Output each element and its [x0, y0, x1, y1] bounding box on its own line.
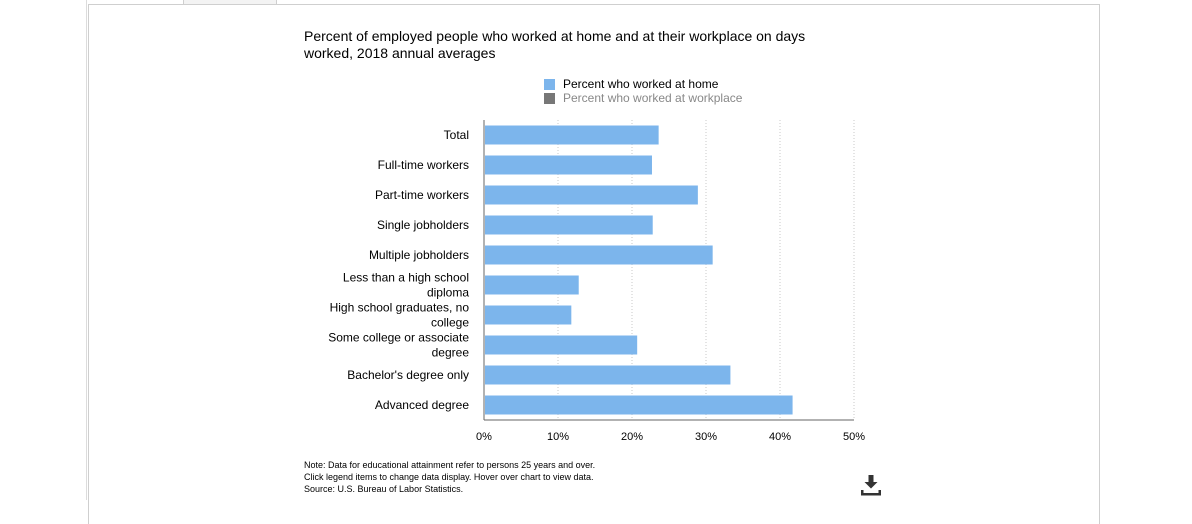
category-label: High school graduates, no college — [330, 301, 470, 330]
legend: Percent who worked at home Percent who w… — [544, 77, 742, 105]
bar[interactable] — [485, 125, 659, 145]
category-label: Single jobholders — [377, 218, 469, 232]
bar[interactable] — [485, 395, 793, 415]
category-label: Full-time workers — [378, 158, 469, 172]
tab-stub[interactable] — [183, 0, 277, 5]
bar-chart[interactable]: 0% 10% 20% 30% 40% 50% Total Full-time workers P… — [0, 0, 1192, 500]
category-label: Multiple jobholders — [369, 248, 469, 262]
category-label: Less than a high school diploma — [343, 271, 469, 300]
outer-border — [86, 0, 87, 500]
download-icon — [861, 475, 881, 496]
x-tick-label: 20% — [621, 431, 643, 443]
note-line: Click legend items to change data displa… — [304, 472, 594, 482]
bar[interactable] — [485, 215, 653, 235]
note-line: Source: U.S. Bureau of Labor Statistics. — [304, 484, 464, 494]
category-label: Some college or associate degree — [328, 331, 469, 360]
x-tick-label: 30% — [695, 431, 717, 443]
bar[interactable] — [485, 155, 652, 175]
x-tick-label: 50% — [843, 431, 865, 443]
legend-swatch-workplace — [544, 92, 555, 104]
bar[interactable] — [485, 335, 638, 355]
download-button[interactable] — [858, 472, 884, 496]
bar[interactable] — [485, 275, 579, 295]
x-tick-label: 0% — [476, 431, 492, 443]
category-label: Part-time workers — [375, 188, 469, 202]
bar[interactable] — [485, 245, 713, 265]
bar[interactable] — [485, 305, 572, 325]
legend-label-home: Percent who worked at home — [563, 77, 719, 91]
legend-item-workplace[interactable]: Percent who worked at workplace — [544, 91, 742, 105]
legend-item-home[interactable]: Percent who worked at home — [544, 77, 742, 91]
chart-notes: Note: Data for educational attainment re… — [304, 459, 595, 495]
bar[interactable] — [485, 365, 731, 385]
chart-title: Percent of employed people who worked at… — [304, 28, 806, 61]
x-tick-label: 10% — [547, 431, 569, 443]
bar[interactable] — [485, 185, 698, 205]
category-label: Total — [444, 128, 469, 142]
category-label: Bachelor's degree only — [347, 368, 469, 382]
category-label: Advanced degree — [375, 398, 469, 412]
note-line: Note: Data for educational attainment re… — [304, 460, 596, 470]
legend-swatch-home — [544, 78, 555, 90]
chart-panel — [88, 4, 1100, 524]
legend-label-workplace: Percent who worked at workplace — [563, 91, 743, 105]
x-tick-label: 40% — [769, 431, 791, 443]
